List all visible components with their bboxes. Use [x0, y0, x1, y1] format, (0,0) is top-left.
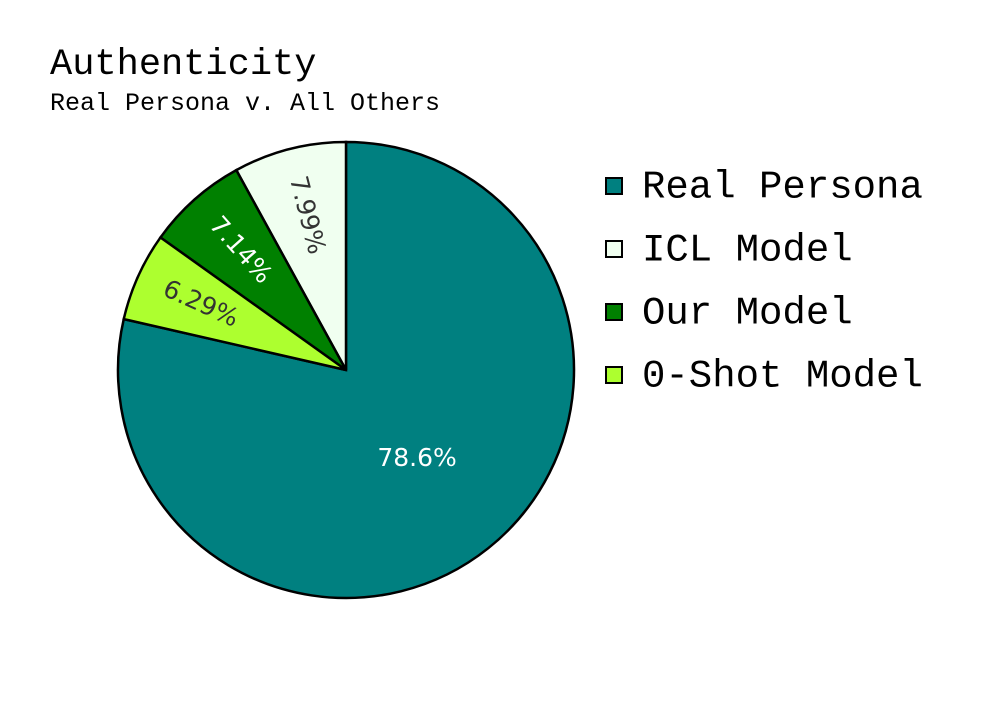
legend-label: 0-Shot Model	[642, 354, 923, 398]
legend-swatch	[605, 366, 623, 384]
chart-subtitle: Real Persona v. All Others	[50, 89, 440, 118]
legend-swatch	[605, 240, 623, 258]
legend-swatch	[605, 177, 623, 195]
pie-slice	[234, 140, 348, 371]
legend-label: Our Model	[642, 291, 853, 335]
pie-slice	[158, 168, 348, 372]
pie-slice	[116, 140, 576, 600]
legend-swatch	[605, 303, 623, 321]
chart-title: Authenticity	[50, 44, 316, 86]
slice-label: 78.6%	[377, 443, 456, 472]
legend-label: ICL Model	[642, 228, 853, 272]
legend-label: Real Persona	[642, 165, 923, 209]
pie-slice	[122, 235, 347, 372]
